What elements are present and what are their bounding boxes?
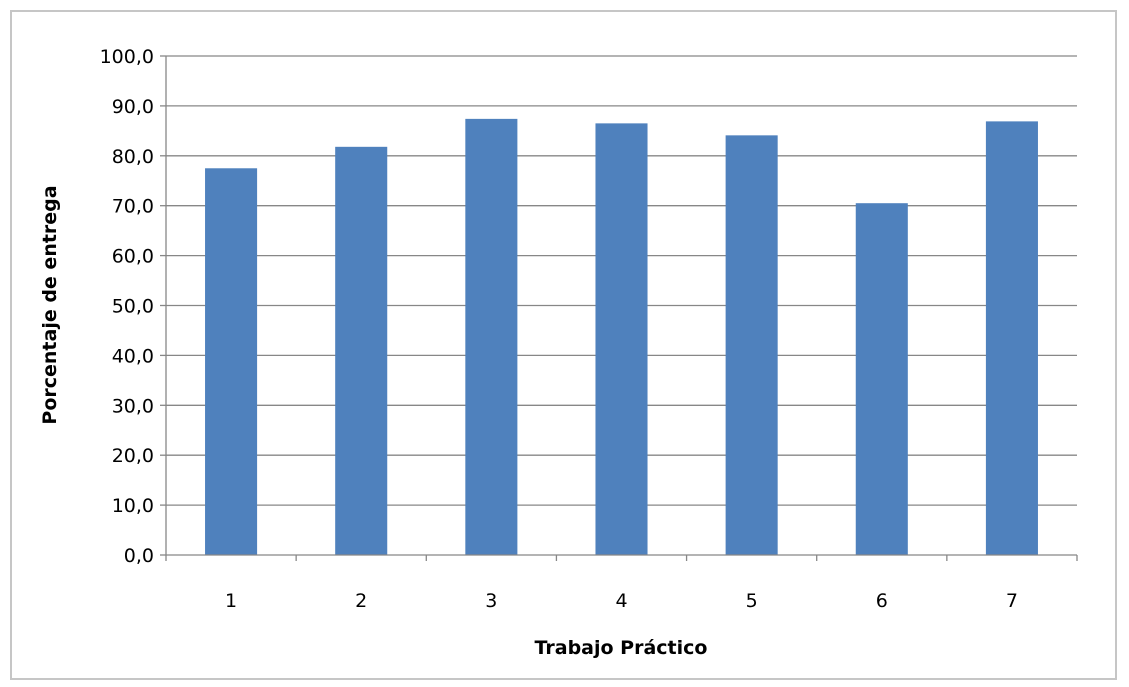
x-tick-labels: 1 2 3 4 5 6 7 bbox=[225, 590, 1018, 612]
y-tick-label: 40,0 bbox=[112, 345, 154, 367]
bars bbox=[205, 118, 1038, 556]
y-tick-labels: 0,0 10,0 20,0 30,0 40,0 50,0 60,0 70,0 80,0 90,0 1… bbox=[100, 46, 154, 567]
x-tick-label: 6 bbox=[876, 590, 888, 612]
bar-7 bbox=[985, 121, 1038, 555]
y-tick-label: 100,0 bbox=[100, 46, 154, 68]
y-axis-title: Porcentaje de entrega bbox=[39, 185, 61, 424]
y-tick-label: 60,0 bbox=[112, 246, 154, 268]
y-tick-label: 30,0 bbox=[112, 395, 154, 417]
bar-1 bbox=[205, 168, 258, 555]
bar-4 bbox=[595, 123, 648, 556]
y-tick-label: 10,0 bbox=[112, 495, 154, 517]
x-tick-label: 1 bbox=[225, 590, 237, 612]
axes bbox=[160, 55, 1078, 561]
gridlines bbox=[166, 55, 1077, 506]
x-tick-label: 3 bbox=[485, 590, 497, 612]
bar-2 bbox=[335, 146, 388, 555]
y-tick-label: 50,0 bbox=[112, 296, 154, 318]
y-tick-label: 0,0 bbox=[124, 545, 154, 567]
x-tick-label: 4 bbox=[615, 590, 627, 612]
chart-frame bbox=[10, 10, 1117, 680]
y-tick-label: 20,0 bbox=[112, 445, 154, 467]
bar-3 bbox=[465, 118, 518, 556]
x-axis-title: Trabajo Práctico bbox=[535, 637, 708, 659]
x-tick-label: 5 bbox=[746, 590, 758, 612]
y-tick-label: 70,0 bbox=[112, 196, 154, 218]
bar-6 bbox=[855, 203, 908, 555]
y-tick-label: 90,0 bbox=[112, 96, 154, 118]
x-tick-label: 7 bbox=[1006, 590, 1018, 612]
x-tick-label: 2 bbox=[355, 590, 367, 612]
y-tick-label: 80,0 bbox=[112, 146, 154, 168]
bar-5 bbox=[725, 135, 778, 555]
